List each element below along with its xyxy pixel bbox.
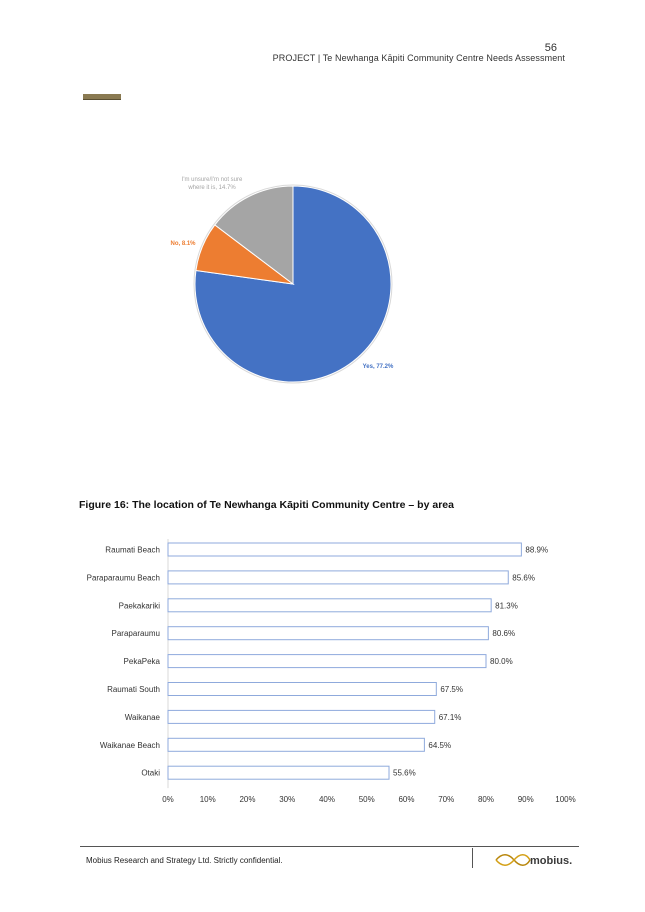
bar bbox=[167, 765, 390, 780]
x-tick-label: 50% bbox=[359, 795, 375, 804]
bar bbox=[167, 654, 487, 669]
category-label: Raumati South bbox=[107, 685, 160, 694]
x-tick-label: 20% bbox=[239, 795, 255, 804]
x-tick-label: 90% bbox=[518, 795, 534, 804]
pie-label: Yes, 77.2% bbox=[363, 364, 394, 370]
footer-rule bbox=[80, 846, 579, 847]
x-tick-label: 100% bbox=[555, 795, 575, 804]
footer-separator bbox=[472, 848, 473, 868]
bar-value-label: 80.6% bbox=[492, 629, 515, 638]
accent-bar bbox=[83, 94, 121, 99]
x-tick-label: 60% bbox=[398, 795, 414, 804]
footer-text: Mobius Research and Strategy Ltd. Strict… bbox=[86, 856, 283, 865]
category-label: Paekakariki bbox=[119, 601, 161, 610]
category-label: PekaPeka bbox=[124, 657, 161, 666]
bar-value-label: 55.6% bbox=[393, 769, 416, 778]
category-label: Waikanae Beach bbox=[100, 741, 160, 750]
bar-value-label: 81.3% bbox=[495, 601, 518, 610]
mobius-logo: mobius. bbox=[494, 851, 574, 869]
page-number: 56 bbox=[544, 42, 557, 54]
bar-value-label: 67.5% bbox=[440, 685, 463, 694]
category-label: Otaki bbox=[141, 769, 160, 778]
pie-label: I'm unsure/I'm not sure bbox=[182, 177, 243, 183]
category-label: Waikanae bbox=[125, 713, 161, 722]
mobius-logo-icon: mobius. bbox=[495, 854, 572, 867]
header-title: PROJECT | Te Newhanga Kāpiti Community C… bbox=[272, 53, 565, 63]
x-tick-label: 40% bbox=[319, 795, 335, 804]
pie-outline bbox=[193, 184, 393, 384]
bar-value-label: 67.1% bbox=[439, 713, 462, 722]
category-label: Paraparaumu bbox=[112, 629, 160, 638]
pie-slice bbox=[214, 185, 294, 286]
figure-caption: Figure 16: The location of Te Newhanga K… bbox=[79, 499, 454, 511]
bar bbox=[167, 682, 437, 696]
bar-value-label: 80.0% bbox=[490, 657, 513, 666]
pie-label-line2: where it is, 14.7% bbox=[187, 185, 236, 191]
bar bbox=[167, 626, 489, 641]
x-tick-label: 10% bbox=[200, 795, 216, 804]
bar bbox=[167, 737, 425, 752]
category-label: Raumati Beach bbox=[105, 546, 160, 555]
category-label: Paraparaumu Beach bbox=[87, 573, 160, 582]
x-tick-label: 30% bbox=[279, 795, 295, 804]
x-tick-label: 70% bbox=[438, 795, 454, 804]
bar-chart: Raumati Beach 88.9% Paraparaumu Beach 85.6%… bbox=[87, 539, 576, 804]
bar-value-label: 85.6% bbox=[512, 573, 535, 582]
bar bbox=[167, 709, 436, 724]
pie-chart: Yes, 77.2% No, 8.1% I'm unsure/I'm not sur… bbox=[170, 177, 394, 384]
pie-label: No, 8.1% bbox=[170, 241, 196, 247]
x-tick-label: 0% bbox=[162, 795, 174, 804]
x-tick-label: 80% bbox=[478, 795, 494, 804]
bar-value-label: 88.9% bbox=[525, 546, 548, 555]
bar bbox=[167, 598, 492, 613]
bar bbox=[167, 570, 509, 585]
bar-value-label: 64.5% bbox=[428, 741, 451, 750]
bar bbox=[167, 542, 522, 557]
logo-text: mobius. bbox=[530, 855, 572, 867]
